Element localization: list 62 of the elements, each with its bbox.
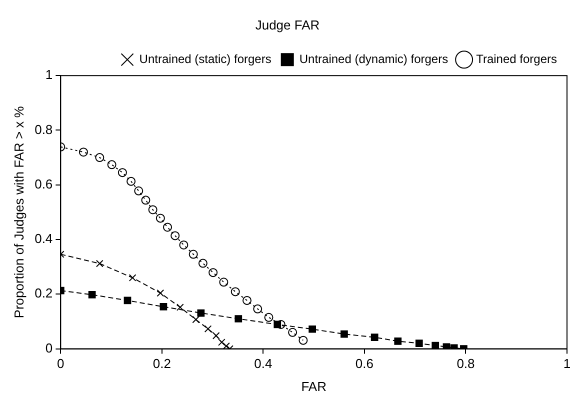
point [176,304,184,311]
x-tick-label: 0.4 [254,356,272,372]
x-tick-label: 0.2 [152,356,171,372]
point [394,337,402,345]
point [230,287,240,296]
point [197,309,205,317]
point [126,176,136,186]
point [156,214,165,223]
point [432,342,440,349]
point [124,296,132,304]
point [234,315,242,322]
point [170,231,180,240]
legend-label: Untrained (static) forgers [139,52,272,66]
point [118,168,127,178]
y-axis-title: Proportion of Judges with FAR > x % [11,106,26,318]
y-tick-label: 0 [45,340,53,356]
y-tick-label: 0.8 [34,122,53,137]
x-tick-label: 1 [563,356,571,372]
point [188,250,198,259]
legend-label: Untrained (dynamic) forgers [299,52,448,66]
point [179,240,188,250]
y-tick-label: 1 [45,67,53,82]
y-tick-label: 0.4 [34,231,53,246]
point [163,222,172,232]
point [78,148,88,157]
x-axis-title: FAR [301,378,326,394]
point [288,328,298,337]
point [219,278,228,287]
y-tick-label: 0.6 [34,176,53,192]
point [96,260,104,268]
point [370,334,378,342]
point [298,336,308,345]
point [264,312,274,322]
point [442,343,450,349]
x-tick-label: 0.6 [355,356,374,372]
point [160,303,168,310]
chart-title: Judge FAR [255,17,320,32]
x-tick-label: 0 [57,356,64,372]
point [128,274,136,282]
point [148,205,158,214]
point [274,320,282,328]
point [198,258,208,268]
point [141,196,150,205]
point [192,316,200,324]
point [208,268,218,278]
y-tick-label: 0.2 [34,286,53,301]
point [415,340,423,348]
point [222,342,230,349]
point [218,338,226,346]
point [204,325,212,333]
point [107,160,116,170]
point [88,291,96,298]
point [212,332,220,340]
point [308,325,316,333]
legend-label: Trained forgers [476,52,558,66]
x-tick-label: 0.8 [456,356,475,372]
point [242,296,252,305]
point [95,153,104,162]
point [340,330,348,338]
point [156,289,164,297]
point [253,304,262,314]
point [134,186,144,196]
